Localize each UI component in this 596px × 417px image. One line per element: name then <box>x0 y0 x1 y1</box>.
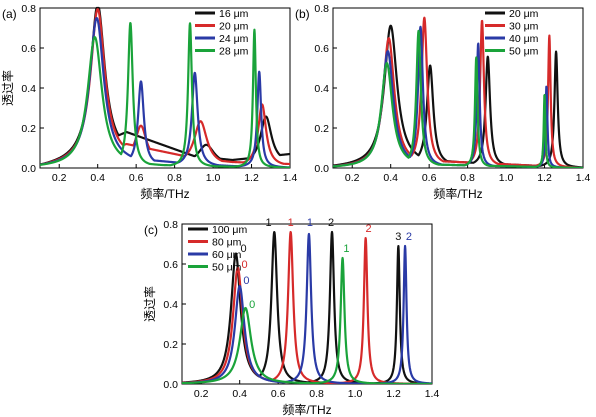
x-tick-label: 0.4 <box>232 388 247 400</box>
panel-label: (b) <box>295 7 310 21</box>
mode-order-label: 2 <box>328 217 334 229</box>
x-tick-label: 1.4 <box>283 172 298 184</box>
legend-label: 40 μm <box>509 33 539 45</box>
mode-order-label: 1 <box>343 243 349 255</box>
y-tick-label: 0.4 <box>314 83 329 95</box>
legend-label: 80 μm <box>212 237 242 249</box>
y-tick-label: 0.2 <box>21 123 36 135</box>
x-tick-label: 0.2 <box>345 172 360 184</box>
x-axis-label: 频率/THz <box>140 186 189 201</box>
legend-label: 28 μm <box>219 46 249 58</box>
y-tick-label: 0.6 <box>163 259 178 271</box>
y-axis-label: 透过率 <box>0 70 15 106</box>
x-tick-label: 0.4 <box>90 172 105 184</box>
x-tick-label: 1.4 <box>425 388 440 400</box>
x-tick-label: 0.6 <box>271 388 286 400</box>
legend-label: 30 μm <box>509 21 539 33</box>
y-tick-label: 0.8 <box>21 3 36 15</box>
legend-label: 20 μm <box>219 21 249 33</box>
legend-label: 60 μm <box>212 249 242 261</box>
legend-label: 16 μm <box>219 8 249 20</box>
series-line-4 <box>333 29 583 168</box>
x-tick-label: 1.2 <box>386 388 401 400</box>
x-tick-label: 1.4 <box>576 172 591 184</box>
series-line-4 <box>40 21 290 168</box>
y-tick-label: 0.0 <box>21 163 36 175</box>
x-tick-label: 0.8 <box>460 172 475 184</box>
x-tick-label: 0.6 <box>422 172 437 184</box>
mode-order-label: 0 <box>249 299 255 311</box>
x-tick-label: 1.0 <box>499 172 514 184</box>
x-tick-label: 0.4 <box>383 172 398 184</box>
panel-label: (a) <box>2 7 17 21</box>
mode-order-label: 2 <box>365 223 371 235</box>
y-tick-label: 0.2 <box>163 339 178 351</box>
y-tick-label: 0.2 <box>314 123 329 135</box>
mode-order-label: 1 <box>265 217 271 229</box>
mode-order-label: 0 <box>241 259 247 271</box>
mode-order-label: 0 <box>240 243 246 255</box>
y-tick-label: 0.6 <box>314 43 329 55</box>
legend-label: 50 μm <box>212 262 242 274</box>
y-tick-label: 0.4 <box>163 299 178 311</box>
x-tick-label: 0.8 <box>167 172 182 184</box>
panel-b: 0.2 0.4 0.6 0.8 1.0 1.2 1.4 0.0 0.2 0.4 0.6 0.8 频率/T… <box>295 3 590 201</box>
legend-label: 100 μm <box>212 224 247 236</box>
legend-label: 24 μm <box>219 33 249 45</box>
panel-a: 0.2 0.4 0.6 0.8 1.0 1.2 1.4 0.0 0.2 0.4 0.6 0.8 频率/T… <box>0 3 297 201</box>
mode-order-label: 1 <box>307 217 313 229</box>
mode-order-label: 3 <box>395 231 401 243</box>
x-axis-label: 频率/THz <box>433 186 482 201</box>
x-tick-label: 0.8 <box>309 388 324 400</box>
mode-order-label: 1 <box>288 217 294 229</box>
x-tick-label: 1.0 <box>348 388 363 400</box>
x-tick-label: 0.6 <box>129 172 144 184</box>
y-tick-label: 0.0 <box>314 163 329 175</box>
series-line-3 <box>182 232 432 384</box>
legend-label: 50 μm <box>509 46 539 58</box>
x-tick-label: 1.0 <box>206 172 221 184</box>
x-tick-label: 1.2 <box>244 172 259 184</box>
series-line-4 <box>182 256 432 384</box>
x-tick-label: 0.2 <box>194 388 209 400</box>
panel-label: (c) <box>144 223 158 237</box>
x-axis-label: 频率/THz <box>282 402 331 417</box>
y-axis-label: 透过率 <box>142 286 157 322</box>
y-tick-label: 0.8 <box>163 219 178 231</box>
mode-order-label: 0 <box>243 275 249 287</box>
mode-order-label: 2 <box>406 231 412 243</box>
panel-c: 0.2 0.4 0.6 0.8 1.0 1.2 1.4 0.0 0.2 0.4 0.6 0.8 频率/T… <box>142 217 439 417</box>
y-tick-label: 0.0 <box>163 379 178 391</box>
x-tick-label: 0.2 <box>52 172 67 184</box>
y-tick-label: 0.4 <box>21 83 36 95</box>
legend-label: 20 μm <box>509 8 539 20</box>
x-tick-label: 1.2 <box>537 172 552 184</box>
y-tick-label: 0.6 <box>21 43 36 55</box>
y-tick-label: 0.8 <box>314 3 329 15</box>
